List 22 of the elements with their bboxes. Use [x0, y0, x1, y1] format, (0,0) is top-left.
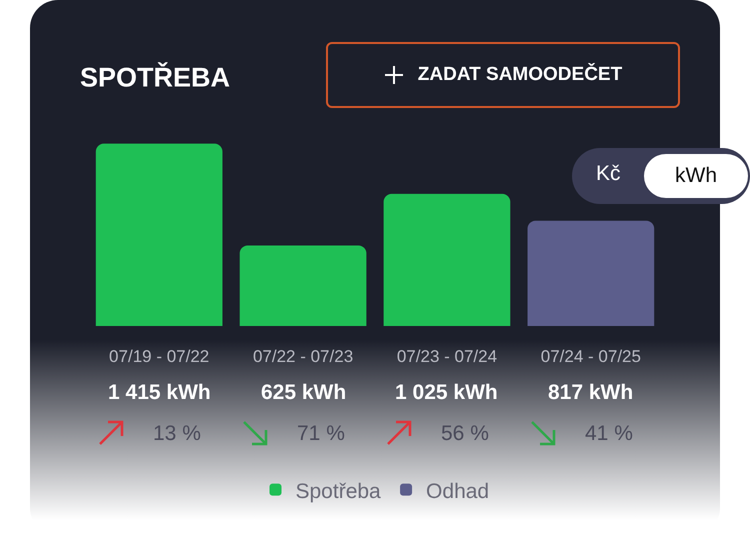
x-tick-label: 07/24 - 07/25 [540, 347, 641, 366]
x-tick-label: 07/19 - 07/22 [109, 347, 210, 366]
bar [96, 144, 222, 326]
x-tick-label: 07/23 - 07/24 [396, 347, 498, 366]
data-label: 1 025 kWh [395, 381, 498, 404]
bar [240, 245, 366, 326]
text: 13 % [153, 422, 201, 445]
annotation: Kč [596, 162, 621, 186]
text: 41 % [585, 422, 633, 445]
data-label: 817 kWh [548, 381, 634, 404]
text: ZADAT SAMOODEČET [418, 64, 622, 86]
chart-title: SPOTŘEBA [80, 61, 230, 92]
text: 71 % [297, 422, 345, 445]
bar [384, 194, 510, 326]
text: 56 % [441, 422, 489, 445]
data-label: 1 415 kWh [108, 381, 211, 404]
legend-label: Odhad [426, 480, 490, 503]
x-tick-label: 07/22 - 07/23 [252, 347, 354, 366]
data-label: 625 kWh [261, 381, 346, 404]
legend-label: Spotřeba [296, 480, 382, 503]
text: kWh [644, 154, 748, 198]
bar [528, 220, 654, 326]
